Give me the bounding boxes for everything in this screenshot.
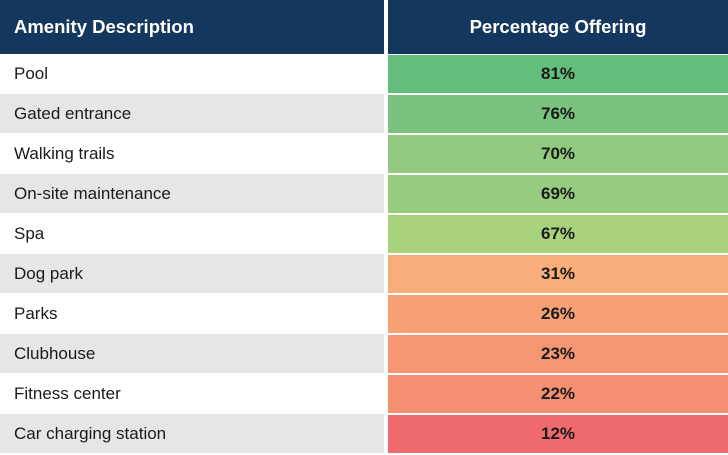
- table-row: Dog park 31%: [0, 254, 728, 293]
- amenity-name: On-site maintenance: [0, 174, 384, 213]
- amenity-name: Parks: [14, 303, 58, 323]
- percentage-value: 23%: [388, 335, 728, 373]
- percentage-value: 31%: [388, 255, 728, 293]
- column-header-amenity: Amenity Description: [0, 0, 384, 54]
- percentage-value: 22%: [388, 375, 728, 413]
- percentage-value: 12%: [388, 415, 728, 453]
- table-row: Fitness center 22%: [0, 374, 728, 413]
- amenity-name: Car charging station: [0, 414, 384, 453]
- amenity-name: Walking trails: [14, 143, 115, 163]
- table-row: Car charging station 12%: [0, 414, 728, 453]
- table-row: On-site maintenance 69%: [0, 174, 728, 213]
- amenity-name: Pool: [14, 63, 49, 83]
- amenity-name: Fitness center: [14, 383, 121, 403]
- table-row: Parks 26%: [0, 294, 728, 333]
- table-row: Walking trails 70%: [0, 134, 728, 173]
- amenity-name: Spa: [14, 223, 45, 243]
- column-header-percentage: Percentage Offering: [388, 0, 728, 54]
- percentage-value: 69%: [388, 175, 728, 213]
- table-row: Spa 67%: [0, 214, 728, 253]
- amenity-name: Dog park: [0, 254, 384, 293]
- percentage-value: 76%: [388, 95, 728, 133]
- amenity-name: Clubhouse: [0, 334, 384, 373]
- table-row: Clubhouse 23%: [0, 334, 728, 373]
- percentage-value: 81%: [388, 55, 728, 93]
- percentage-value: 67%: [388, 215, 728, 253]
- table-header: Amenity Description Percentage Offering: [0, 0, 728, 54]
- table-row: Pool 81%: [0, 54, 728, 93]
- amenity-name: Gated entrance: [0, 94, 384, 133]
- table-row: Gated entrance 76%: [0, 94, 728, 133]
- percentage-value: 26%: [388, 295, 728, 333]
- percentage-value: 70%: [388, 135, 728, 173]
